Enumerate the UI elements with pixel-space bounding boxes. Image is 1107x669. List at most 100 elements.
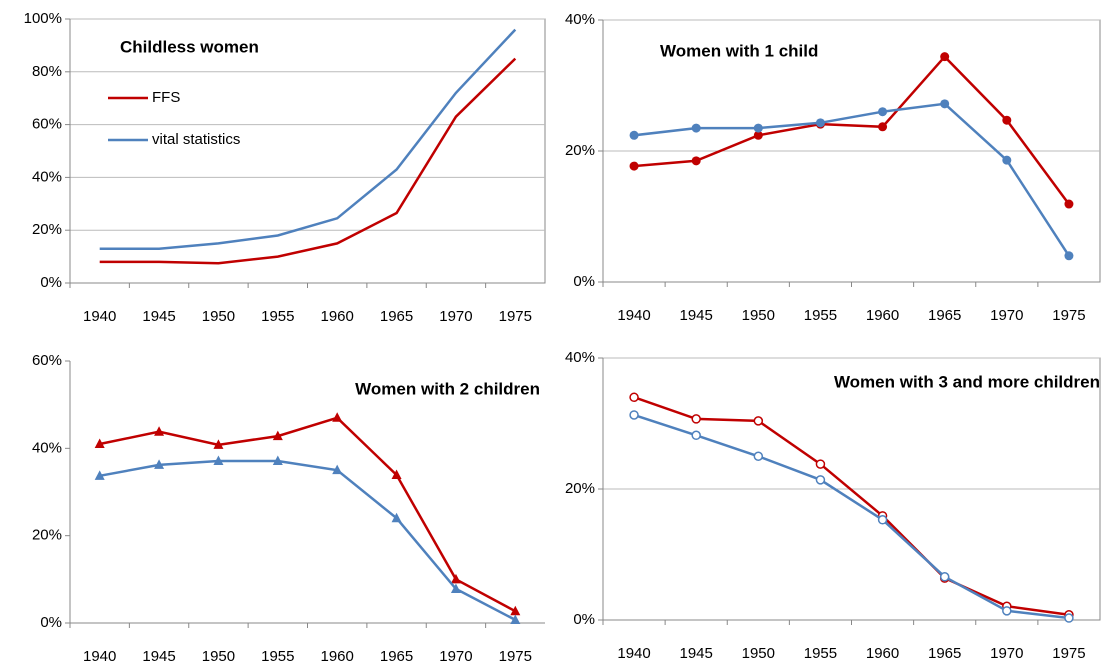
x-tick-label: 1945: [142, 308, 175, 325]
marker: [510, 605, 521, 616]
series-line: [633, 396, 1070, 617]
panel-title: Women with 1 child: [660, 41, 818, 60]
legend-label: vital statistics: [152, 131, 240, 148]
marker: [940, 99, 950, 109]
x-tick-label: 1975: [1052, 307, 1085, 324]
y-tick-label: 0%: [573, 273, 595, 290]
marker: [939, 572, 950, 582]
marker: [391, 469, 402, 479]
marker: [629, 410, 639, 420]
marker: [629, 161, 639, 171]
marker: [691, 123, 701, 133]
y-tick-label: 60%: [32, 352, 62, 369]
x-tick-label: 1965: [928, 307, 961, 324]
x-tick-label: 1960: [321, 308, 354, 325]
x-tick-label: 1955: [261, 308, 294, 325]
marker: [815, 475, 826, 485]
x-tick-label: 1965: [380, 308, 413, 325]
x-tick-label: 1965: [928, 645, 961, 662]
marker: [450, 583, 461, 593]
x-tick-label: 1965: [380, 648, 413, 665]
x-tick-label: 1945: [142, 648, 175, 665]
y-tick-label: 0%: [40, 614, 62, 631]
marker: [332, 464, 343, 475]
x-tick-label: 1970: [439, 648, 472, 665]
y-tick-label: 20%: [565, 142, 595, 159]
marker: [877, 515, 888, 525]
y-tick-label: 40%: [565, 11, 595, 28]
x-tick-label: 1950: [202, 308, 235, 325]
plot-frame: [69, 18, 546, 284]
panel: 0% 20% 40% 60% 1940 1945 1950 1955 1960 1965 1970 1…: [32, 352, 545, 665]
y-tick-label: 20%: [32, 221, 62, 238]
series-line: [99, 416, 516, 613]
y-tick-label: 40%: [565, 349, 595, 366]
y-tick-label: 20%: [32, 527, 62, 544]
marker: [1064, 251, 1074, 261]
marker: [450, 573, 461, 584]
marker: [1064, 199, 1074, 209]
marker: [691, 430, 701, 441]
y-tick-label: 0%: [573, 611, 595, 628]
marker: [691, 414, 701, 424]
x-tick-label: 1960: [866, 645, 899, 662]
panel: 0% 20% 40% 60% 80% 100% 1940 1945 1950 1955 1960 19…: [24, 10, 546, 325]
x-tick-label: 1940: [83, 648, 116, 665]
x-tick-label: 1960: [866, 307, 899, 324]
x-tick-label: 1940: [617, 307, 650, 324]
y-tick-label: 100%: [24, 10, 62, 27]
series-line: [633, 54, 1070, 205]
x-tick-label: 1970: [990, 307, 1023, 324]
panel-title: Women with 3 and more children: [834, 372, 1100, 391]
panel-title: Women with 2 children: [355, 379, 540, 398]
x-tick-label: 1940: [83, 308, 116, 325]
marker: [753, 416, 764, 426]
marker: [629, 130, 639, 140]
x-tick-label: 1955: [804, 307, 837, 324]
x-tick-label: 1970: [990, 645, 1023, 662]
marker: [213, 439, 224, 449]
marker: [272, 455, 283, 465]
x-tick-label: 1960: [321, 648, 354, 665]
marker: [1002, 155, 1012, 165]
x-tick-label: 1950: [202, 648, 235, 665]
marker: [753, 451, 764, 461]
x-tick-label: 1940: [617, 645, 650, 662]
panel: 0% 20% 40% 1940 1945 1950 1955 1960 1965 1970 1975…: [565, 349, 1101, 662]
marker: [332, 412, 343, 422]
series-line: [633, 102, 1070, 257]
x-tick-label: 1970: [439, 308, 472, 325]
x-tick-label: 1950: [742, 307, 775, 324]
y-tick-label: 40%: [32, 168, 62, 185]
marker: [510, 614, 521, 624]
marker: [94, 470, 105, 480]
marker: [1002, 115, 1012, 125]
marker: [391, 512, 402, 523]
y-tick-label: 40%: [32, 439, 62, 456]
marker: [940, 52, 950, 62]
marker: [272, 430, 283, 441]
series-line: [99, 459, 516, 622]
x-tick-label: 1945: [680, 645, 713, 662]
series-line: [99, 28, 517, 250]
y-tick-label: 80%: [32, 63, 62, 80]
series-line: [633, 413, 1070, 620]
x-tick-label: 1975: [499, 648, 532, 665]
marker: [154, 426, 165, 436]
marker: [691, 156, 701, 166]
marker: [1002, 606, 1012, 616]
marker: [878, 107, 888, 117]
x-tick-label: 1945: [680, 307, 713, 324]
marker: [94, 438, 105, 448]
marker: [154, 459, 165, 469]
x-tick-label: 1955: [261, 648, 294, 665]
marker: [815, 118, 825, 128]
marker: [753, 130, 763, 140]
series-line: [99, 57, 517, 265]
y-tick-label: 60%: [32, 116, 62, 133]
x-tick-label: 1975: [1052, 645, 1085, 662]
marker: [1064, 613, 1074, 623]
marker: [753, 123, 763, 133]
